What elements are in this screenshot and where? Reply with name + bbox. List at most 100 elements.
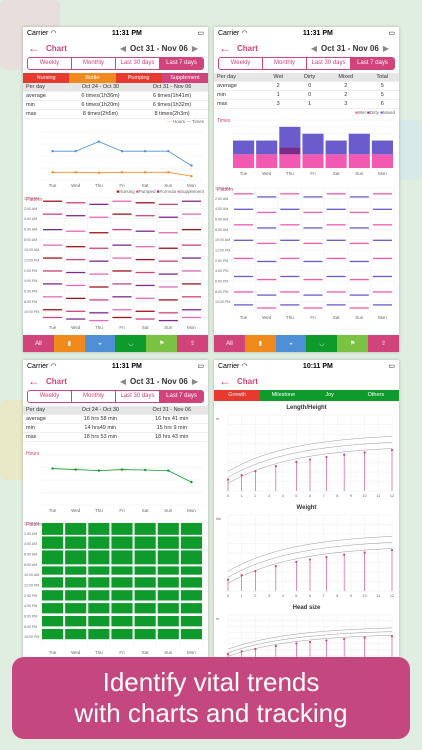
share-icon[interactable]: ⇪ <box>177 335 208 352</box>
measure-point <box>343 637 346 641</box>
diaper-mark <box>303 260 323 263</box>
share-icon[interactable]: ⇪ <box>368 335 399 352</box>
sleep-block <box>88 536 110 549</box>
tab-all[interactable]: All <box>214 335 245 352</box>
back-arrow-icon[interactable]: ← <box>28 374 40 388</box>
segment-monthly[interactable]: Monthly <box>72 58 116 69</box>
x-tick-label: Sun <box>164 325 173 330</box>
segment-30days[interactable]: Last 30 days <box>307 58 351 69</box>
feeding-mark <box>135 258 155 261</box>
bottle-icon[interactable]: ▮ <box>53 335 85 352</box>
measure-point <box>274 644 277 648</box>
unit-label: in <box>216 417 219 421</box>
back-arrow-icon[interactable]: ← <box>28 41 40 55</box>
panel-feeding: Carrier ◠ 11:31 PM ▭ ← Chart ◀ Oct 31 - N… <box>23 27 208 352</box>
times_line-point <box>167 150 170 153</box>
sleep-icon[interactable]: ◡ <box>306 335 338 352</box>
feeding-mark <box>158 216 178 218</box>
x-tick-label: Sat <box>142 508 150 513</box>
mixed-bar <box>233 140 255 155</box>
period-segment: Weekly Monthly Last 30 days Last 7 days <box>218 57 395 70</box>
measure-point <box>254 470 257 473</box>
time-label: 2:00 AM <box>24 532 37 536</box>
unit-label: in <box>216 617 219 621</box>
x-tick-label: Wed <box>71 508 81 513</box>
pattern-label: Pattern <box>26 197 43 203</box>
table-header: Oct 24 - Oct 30 <box>65 406 136 415</box>
tab-joy[interactable]: Joy <box>306 390 353 401</box>
segment-weekly[interactable]: Weekly <box>28 58 72 69</box>
next-range-icon[interactable]: ▶ <box>191 43 198 53</box>
x-tick-label: 9 <box>350 594 352 598</box>
feeding-mark <box>89 299 109 301</box>
segment-monthly[interactable]: Monthly <box>72 391 116 402</box>
tab-pumping[interactable]: Pumping <box>115 73 162 83</box>
feeding-mark <box>43 296 63 298</box>
diaper-mark <box>349 260 369 263</box>
x-tick-label: 8 <box>336 594 338 598</box>
prev-range-icon[interactable]: ◀ <box>119 43 127 53</box>
segment-7days[interactable]: Last 7 days <box>351 58 394 69</box>
sleep-point <box>143 468 147 472</box>
segment-weekly[interactable]: Weekly <box>28 391 72 402</box>
tab-bottle[interactable]: Bottle <box>69 73 116 83</box>
next-range-icon[interactable]: ▶ <box>191 376 198 386</box>
feeding-mark <box>43 244 63 246</box>
carrier-label: Carrier <box>218 363 240 370</box>
feeding-mark <box>135 246 155 248</box>
tab-nursing[interactable]: Nursing <box>23 73 70 83</box>
flag-icon[interactable]: ⚑ <box>146 335 178 352</box>
tab-others[interactable]: Others <box>352 390 399 401</box>
unit-label: lbs <box>216 517 221 521</box>
diaper-icon[interactable]: ◒ <box>84 335 116 352</box>
feeding-mark <box>135 284 155 287</box>
sleep-block <box>42 550 64 565</box>
segment-weekly[interactable]: Weekly <box>219 58 263 69</box>
tab-supplement[interactable]: Supplement <box>161 73 208 83</box>
times-label: Times <box>217 118 231 124</box>
diaper-icon[interactable]: ◒ <box>275 335 307 352</box>
sleep-block <box>134 628 156 640</box>
table-row: max 8 times(2h5m) 8 times(2h3m) <box>23 109 208 119</box>
flag-icon[interactable]: ⚑ <box>337 335 369 352</box>
feeding-pattern-chart: 12:00 AM 2:00 AM 4:00 AM 6:00 AM 8:00 AM 10:0… <box>24 197 204 330</box>
tab-all[interactable]: All <box>23 335 54 352</box>
time-label: 6:00 AM <box>24 228 37 232</box>
tab-milestone[interactable]: Milestone <box>260 390 307 401</box>
feeding-mark <box>89 260 109 262</box>
time-label: 12:00 PM <box>215 249 230 253</box>
table-row: min 6 times(1h20m) 6 times(1h32m) <box>23 100 208 110</box>
carrier-label: Carrier <box>27 363 49 370</box>
sleep-block <box>134 550 156 565</box>
bottle-icon[interactable]: ▮ <box>244 335 276 352</box>
segment-30days[interactable]: Last 30 days <box>116 58 160 69</box>
segment-7days[interactable]: Last 7 days <box>160 58 203 69</box>
feeding-mark <box>43 257 63 259</box>
time-label: 6:00 AM <box>215 218 228 222</box>
sleep-block <box>180 590 202 601</box>
back-arrow-icon[interactable]: ← <box>219 374 231 388</box>
x-tick-label: Sat <box>142 325 150 330</box>
next-range-icon[interactable]: ▶ <box>382 43 389 53</box>
segment-30days[interactable]: Last 30 days <box>116 391 160 402</box>
x-tick-label: 2 <box>254 594 256 598</box>
status-time: 10:11 PM <box>302 362 333 370</box>
sleep-block <box>111 590 133 601</box>
x-tick-label: Tue <box>49 508 57 513</box>
percentile-curve <box>227 442 393 478</box>
feeding-line-chart: Tue Wed Thu Fri Sat Sun Mon <box>41 131 203 188</box>
sleep-icon[interactable]: ◡ <box>115 335 147 352</box>
legend-item: Supplement <box>179 189 204 194</box>
prev-range-icon[interactable]: ◀ <box>119 376 127 386</box>
category-tabs: Nursing Bottle Pumping Supplement <box>23 73 208 83</box>
x-tick-label: Sun <box>164 508 173 513</box>
segment-7days[interactable]: Last 7 days <box>160 391 203 402</box>
tab-growth[interactable]: Growth <box>214 390 261 401</box>
prev-range-icon[interactable]: ◀ <box>310 43 318 53</box>
feeding-mark <box>112 200 132 202</box>
date-range: ◀ Oct 31 - Nov 06 ▶ <box>310 43 389 53</box>
back-arrow-icon[interactable]: ← <box>219 41 231 55</box>
diaper-mark <box>326 257 346 260</box>
segment-monthly[interactable]: Monthly <box>263 58 307 69</box>
sleep-block <box>88 628 110 640</box>
